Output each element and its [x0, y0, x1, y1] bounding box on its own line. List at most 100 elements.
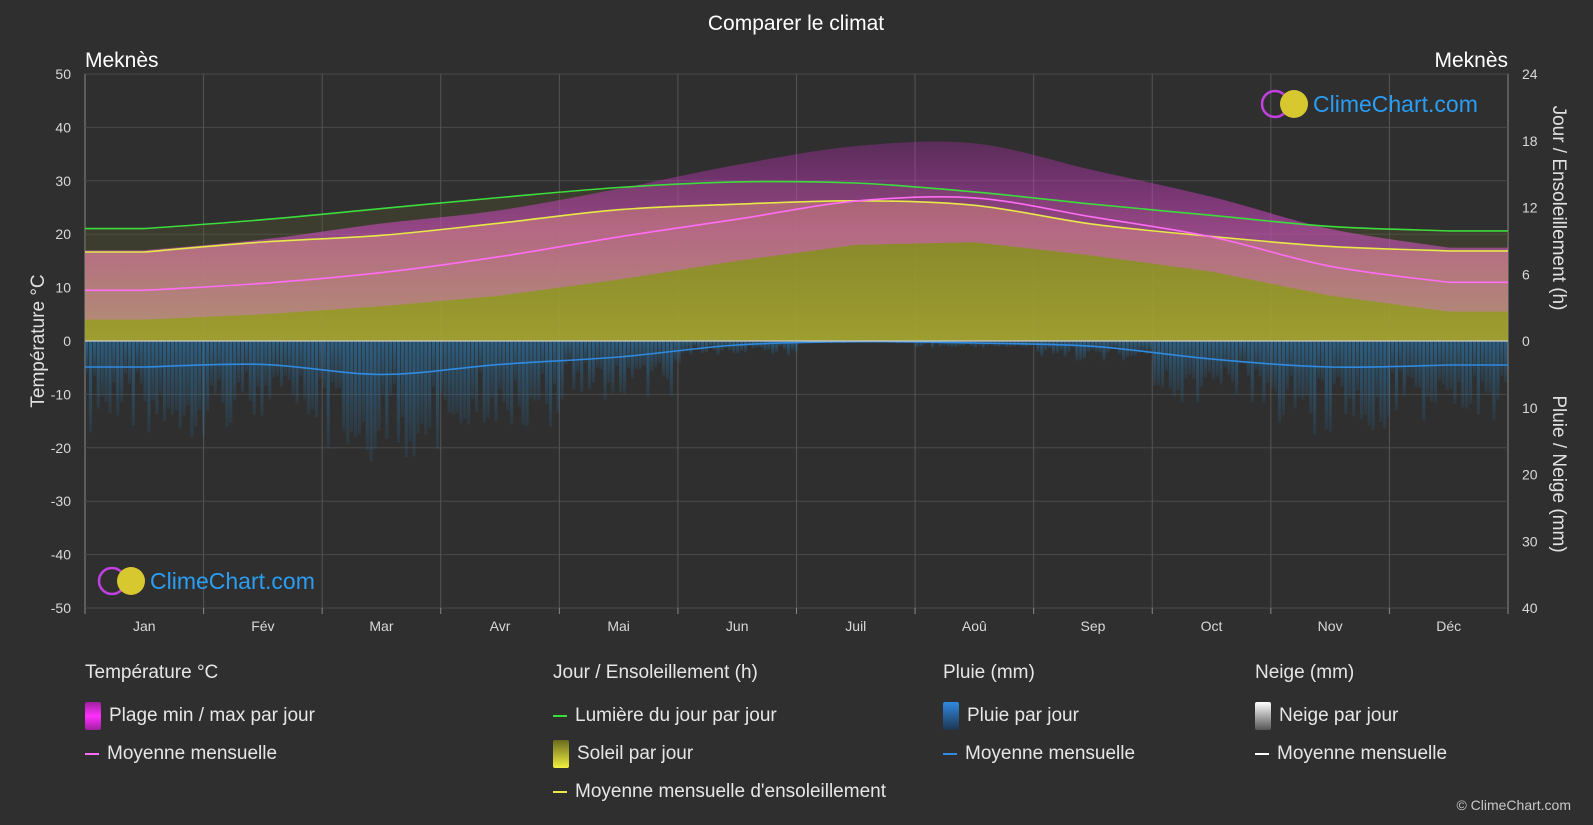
rain-bar — [1180, 341, 1184, 403]
rain-bar — [576, 341, 580, 373]
legend-rain-daily: Pluie par jour — [943, 697, 1135, 735]
rain-bar — [350, 341, 354, 433]
y-left-tick-label: 40 — [55, 119, 71, 135]
rain-bar — [1476, 341, 1480, 415]
rain-bar — [1055, 341, 1059, 353]
rain-bar — [1102, 341, 1106, 361]
rain-bar — [303, 341, 307, 400]
rain-bar — [1328, 341, 1332, 432]
rain-bar — [919, 341, 923, 347]
y-left-tick-label: -40 — [51, 547, 71, 563]
rain-bar — [1164, 341, 1169, 371]
rain-bar — [1040, 341, 1044, 357]
logo-sun-icon — [117, 567, 145, 595]
rain-bar — [615, 341, 619, 366]
rain-bar — [1083, 341, 1087, 359]
rain-bar — [112, 341, 116, 383]
x-tick-label: Mai — [607, 618, 630, 634]
rain-bar — [432, 341, 436, 388]
rain-bar — [564, 341, 568, 365]
rain-bar — [701, 341, 705, 354]
rain-bar — [506, 341, 510, 411]
rain-bar — [1430, 341, 1434, 402]
rain-bar — [478, 341, 482, 373]
rain-bar — [1500, 341, 1504, 377]
rain-bar — [1402, 341, 1406, 397]
rain-bar — [1488, 341, 1492, 393]
temp-range-swatch — [85, 702, 101, 730]
rain-bar — [1289, 341, 1293, 376]
rain-bar — [447, 341, 451, 413]
rain-bar — [736, 341, 740, 354]
rain-bar — [794, 341, 798, 353]
rain-bar — [973, 341, 978, 348]
rain-bar — [1379, 341, 1383, 422]
rain-bar — [1391, 341, 1395, 373]
rain-bar — [1371, 341, 1375, 430]
rain-bar — [346, 341, 350, 445]
rain-bar — [225, 341, 229, 427]
rain-bar — [595, 341, 599, 368]
rain-bar — [1457, 341, 1461, 383]
rain-bar — [611, 341, 615, 393]
rain-bar — [646, 341, 650, 397]
watermark-logo-top: ClimeChart.com — [1260, 89, 1478, 119]
rain-bar — [307, 341, 311, 415]
rain-bar — [1168, 341, 1172, 389]
rain-bar — [521, 341, 525, 425]
rain-bar — [724, 341, 728, 348]
rain-bar — [377, 341, 381, 431]
rain-bar — [775, 341, 779, 352]
legend-snow: Neige (mm) Neige par jour Moyenne mensue… — [1255, 662, 1447, 773]
rain-bar — [681, 341, 685, 353]
rain-bar — [1332, 341, 1336, 385]
chart-title: Comparer le climat — [708, 12, 884, 35]
rain-bar — [85, 341, 89, 373]
rain-bar — [1200, 341, 1204, 387]
rain-bar — [1465, 341, 1469, 409]
rain-bar — [650, 341, 654, 372]
rain-bar — [697, 341, 701, 351]
rain-bar — [1188, 341, 1192, 375]
rain-bar — [946, 341, 950, 346]
rain-bar — [283, 341, 287, 376]
x-tick-label: Nov — [1318, 618, 1343, 634]
rain-bar — [685, 341, 689, 351]
rain-bar — [139, 341, 143, 385]
rain-bar — [326, 341, 330, 449]
rain-bar — [1079, 341, 1083, 361]
climate-chart: Comparer le climat Meknès Meknès 50 40 30 2… — [28, 12, 1569, 634]
rain-bar — [1410, 341, 1414, 379]
rain-bar — [233, 341, 237, 400]
rain-bar — [1141, 341, 1145, 351]
rain-bar — [229, 341, 233, 423]
rain-bar — [490, 341, 494, 399]
rain-bar — [1219, 341, 1223, 385]
rain-bar — [295, 341, 299, 404]
rain-bar — [1250, 341, 1254, 403]
legend-rain-daily-label: Pluie par jour — [967, 705, 1079, 726]
rain-bar — [1239, 341, 1243, 364]
rain-bar — [931, 341, 935, 348]
rain-bar — [1032, 341, 1036, 344]
rain-bar — [463, 341, 467, 419]
x-tick-label: Déc — [1436, 618, 1461, 634]
rain-bar — [416, 341, 420, 434]
legend-daylight: Lumière du jour par jour — [553, 697, 886, 735]
rain-bar — [1356, 341, 1360, 391]
rain-bar — [354, 341, 358, 438]
rain-bar — [467, 341, 471, 425]
rain-bar — [1317, 341, 1321, 379]
rain-bar — [619, 341, 623, 393]
legend-daylight-label: Lumière du jour par jour — [575, 705, 777, 726]
rain-bar — [365, 341, 369, 450]
rain-bar — [237, 341, 241, 383]
rain-bar — [412, 341, 416, 457]
rain-bar — [1313, 341, 1317, 435]
rain-bar — [1137, 341, 1141, 353]
rain-bar — [287, 341, 291, 380]
rain-bar — [1223, 341, 1227, 368]
legend-rain-title: Pluie (mm) — [943, 662, 1035, 683]
rain-bar — [716, 341, 720, 355]
rain-bar — [357, 341, 362, 434]
